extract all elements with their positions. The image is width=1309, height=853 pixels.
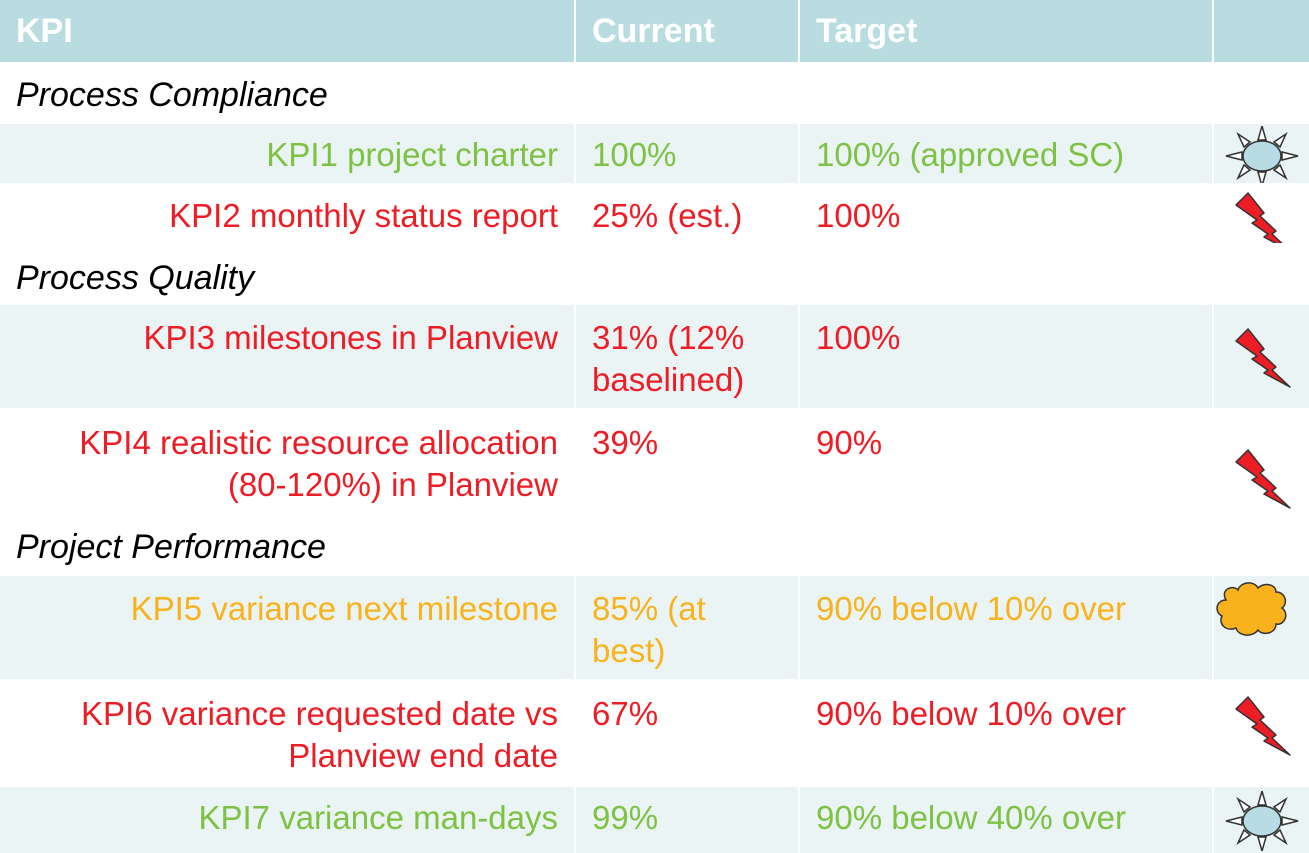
section-empty-cell <box>800 64 1212 122</box>
header-kpi: KPI <box>0 0 574 62</box>
section-empty-cell <box>576 245 798 303</box>
kpi4-target: 90% <box>800 410 1212 514</box>
kpi2-status <box>1214 185 1309 243</box>
kpi6-name-line2: Planview end date <box>288 737 558 774</box>
kpi6-status <box>1214 681 1309 785</box>
kpi1-name: KPI1 project charter <box>0 124 574 183</box>
kpi2-name: KPI2 monthly status report <box>0 185 574 243</box>
lightning-icon <box>1235 449 1291 509</box>
kpi5-current: 85% (at best) <box>576 576 798 679</box>
sun-icon <box>1225 791 1299 851</box>
section-process-quality: Process Quality <box>0 245 574 303</box>
section-empty-cell <box>1214 64 1309 122</box>
kpi6-name: KPI6 variance requested date vs Planview… <box>0 681 574 785</box>
kpi5-target: 90% below 10% over <box>800 576 1212 679</box>
kpi3-current-line2: baselined) <box>592 361 745 398</box>
kpi3-target: 100% <box>800 305 1212 408</box>
kpi4-name-line2: (80-120%) in Planview <box>227 466 558 503</box>
kpi6-target: 90% below 10% over <box>800 681 1212 785</box>
cloud-icon <box>1216 582 1287 636</box>
kpi7-name: KPI7 variance man-days <box>0 787 574 853</box>
section-process-compliance: Process Compliance <box>0 64 574 122</box>
section-empty-cell <box>1214 516 1309 574</box>
kpi1-status <box>1214 124 1309 183</box>
sun-icon <box>1225 126 1299 183</box>
header-target: Target <box>800 0 1212 62</box>
kpi7-status <box>1214 787 1309 853</box>
section-project-performance: Project Performance <box>0 516 574 574</box>
kpi4-current: 39% <box>576 410 798 514</box>
section-empty-cell <box>576 516 798 574</box>
kpi4-name-line1: KPI4 realistic resource allocation <box>79 424 558 461</box>
kpi2-current: 25% (est.) <box>576 185 798 243</box>
kpi3-name: KPI3 milestones in Planview <box>0 305 574 408</box>
lightning-icon <box>1235 192 1283 243</box>
kpi5-current-line2: best) <box>592 632 666 669</box>
header-current: Current <box>576 0 798 62</box>
kpi3-current: 31% (12% baselined) <box>576 305 798 408</box>
kpi5-name: KPI5 variance next milestone <box>0 576 574 679</box>
header-status <box>1214 0 1309 62</box>
kpi4-name: KPI4 realistic resource allocation (80-1… <box>0 410 574 514</box>
section-empty-cell <box>800 245 1212 303</box>
kpi3-current-line1: 31% (12% <box>592 319 745 356</box>
kpi1-current: 100% <box>576 124 798 183</box>
lightning-icon <box>1235 696 1291 756</box>
section-empty-cell <box>800 516 1212 574</box>
lightning-icon <box>1235 328 1291 388</box>
kpi4-status <box>1214 410 1309 514</box>
kpi5-status <box>1214 576 1309 679</box>
kpi2-target: 100% <box>800 185 1212 243</box>
kpi5-current-line1: 85% (at <box>592 590 706 627</box>
section-empty-cell <box>1214 245 1309 303</box>
kpi1-target: 100% (approved SC) <box>800 124 1212 183</box>
section-empty-cell <box>576 64 798 122</box>
kpi6-name-line1: KPI6 variance requested date vs <box>81 695 558 732</box>
kpi3-status <box>1214 305 1309 408</box>
kpi7-current: 99% <box>576 787 798 853</box>
kpi7-target: 90% below 40% over <box>800 787 1212 853</box>
kpi6-current: 67% <box>576 681 798 785</box>
